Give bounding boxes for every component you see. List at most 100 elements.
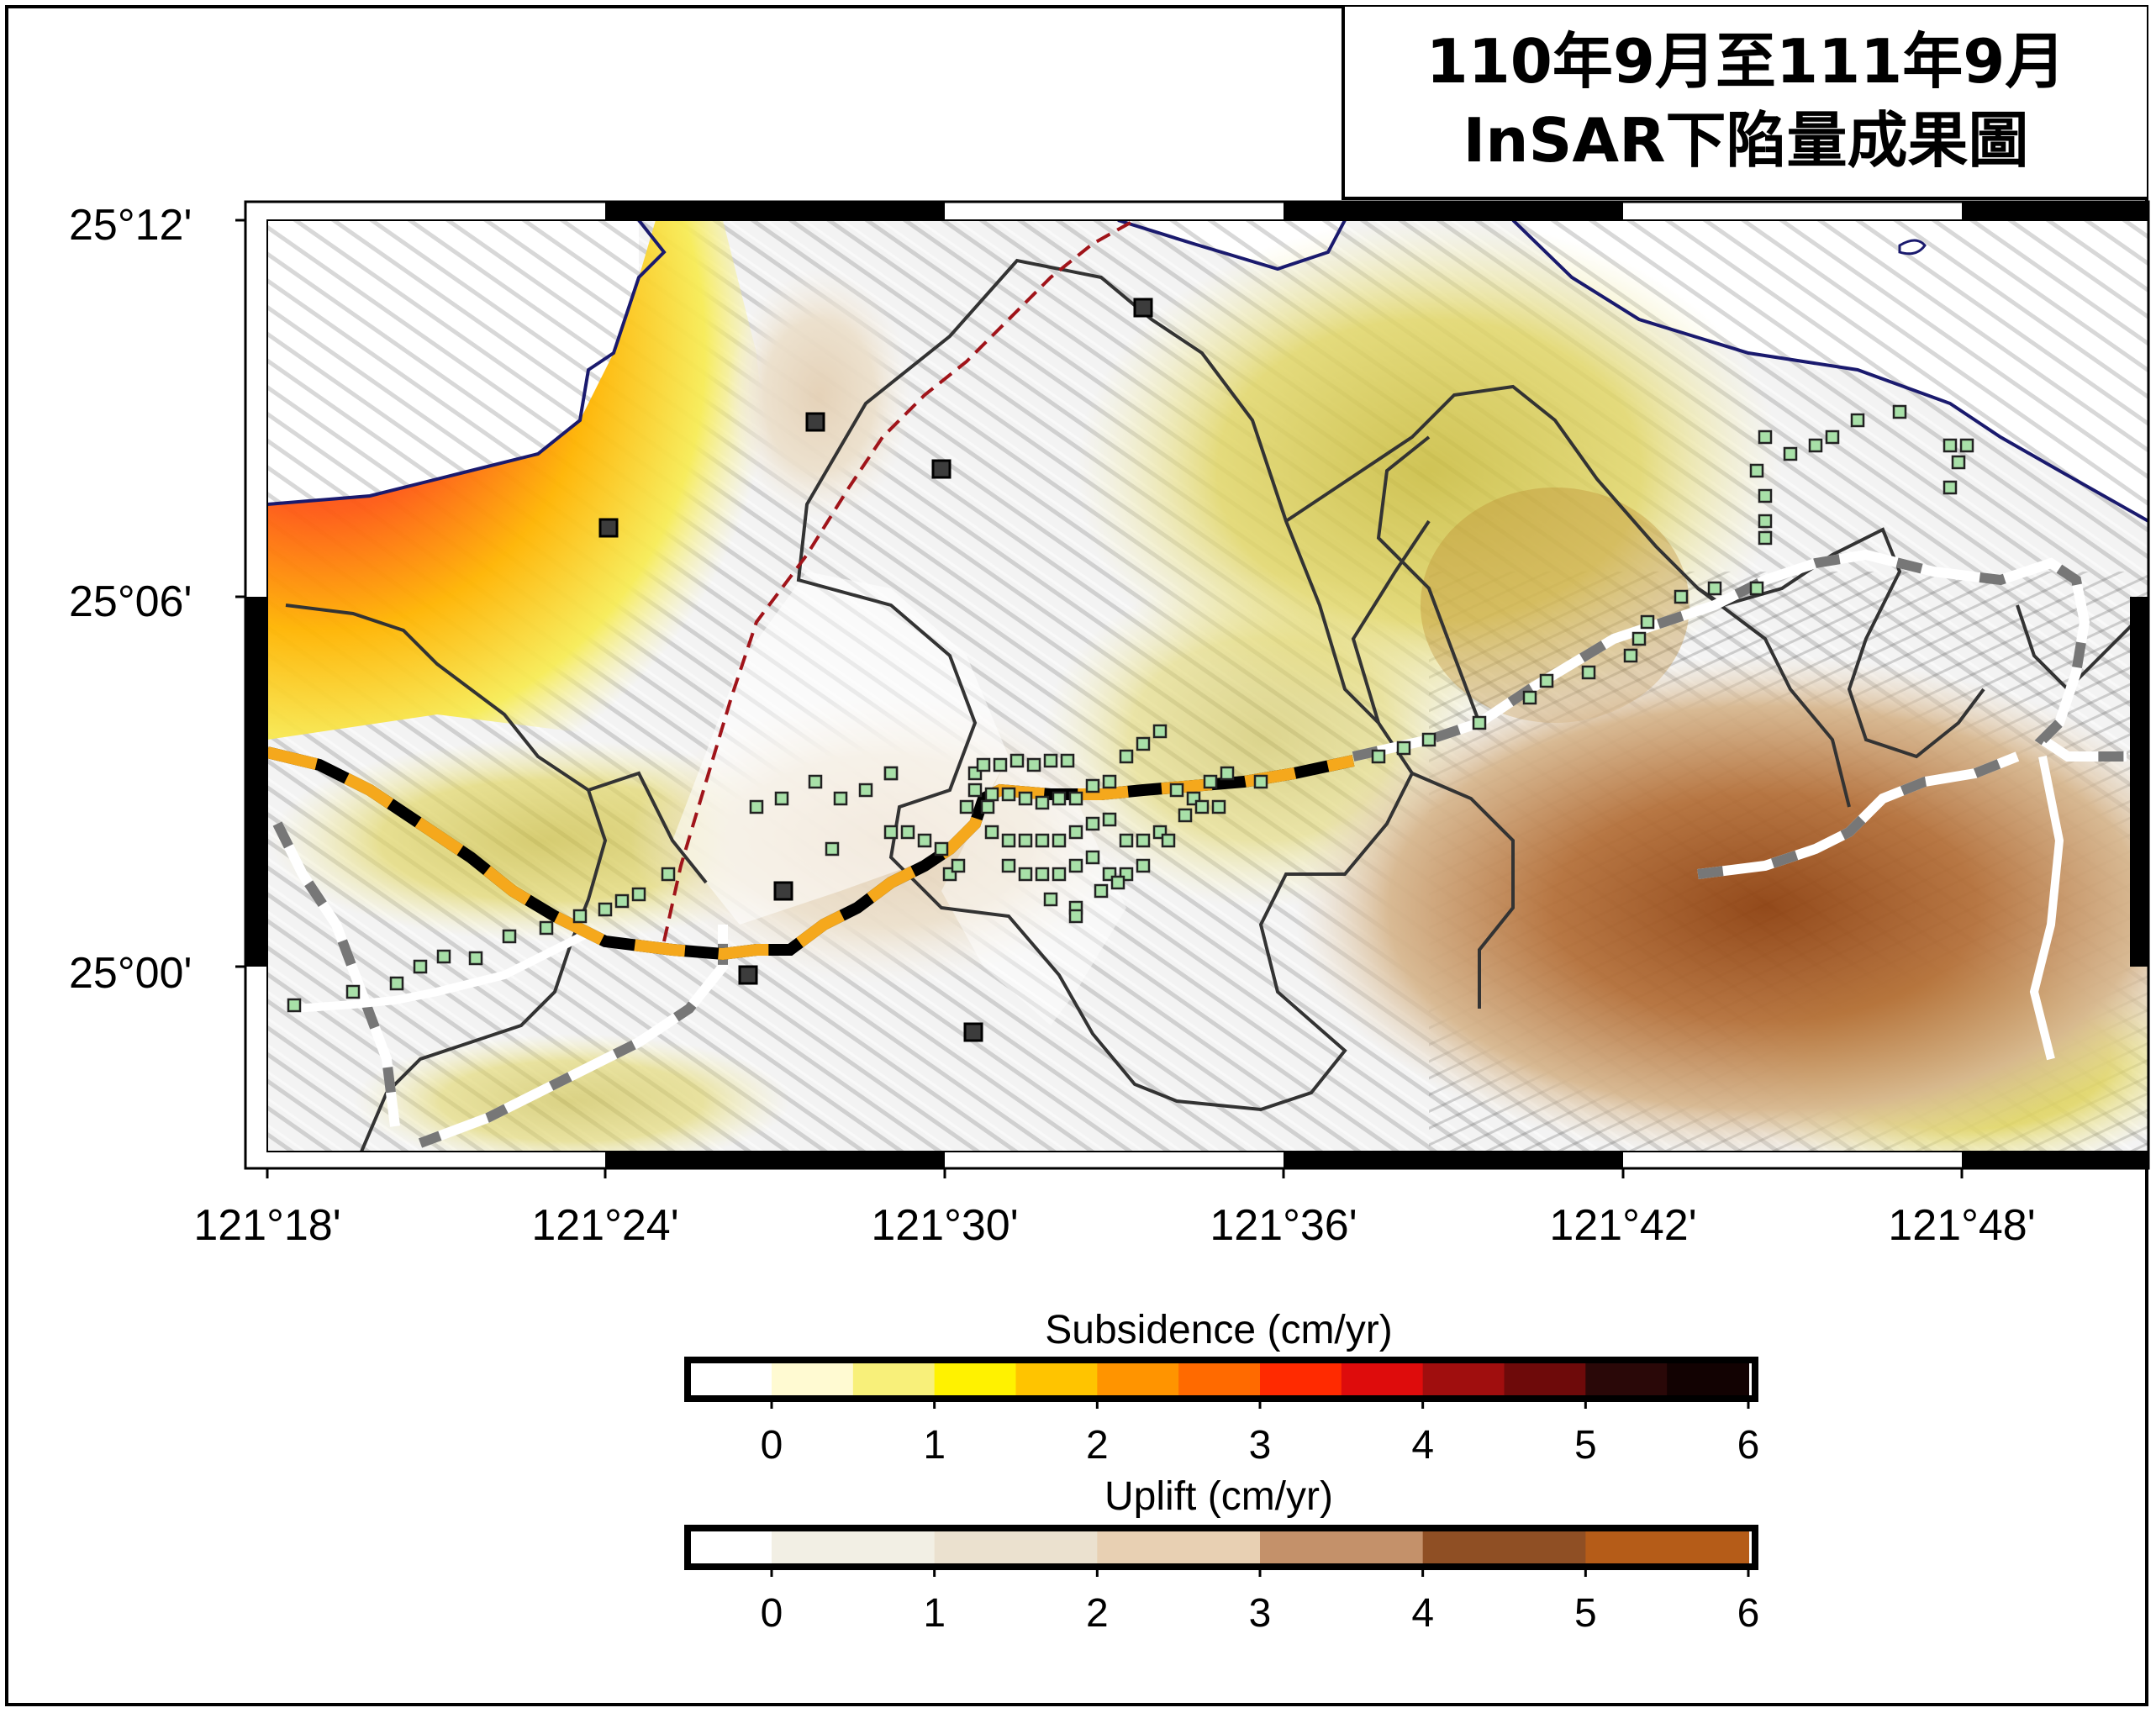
gps-station-marker — [858, 783, 873, 798]
gps-station-marker — [833, 791, 848, 806]
rail-line — [267, 746, 1355, 961]
gps-station-marker — [1035, 867, 1050, 882]
gps-station-marker — [1253, 774, 1268, 789]
admin-boundaries — [285, 258, 2137, 1152]
map-title-line1: 110年9月至111年9月 — [1426, 26, 2066, 97]
gps-station-marker — [1068, 909, 1083, 924]
gps-station-marker — [572, 909, 588, 924]
gps-station-marker — [1001, 787, 1016, 802]
subsidence-legend-title: Subsidence (cm/yr) — [1045, 1308, 1392, 1352]
gps-station-marker — [917, 833, 932, 848]
subsidence-tick-label: 3 — [1249, 1423, 1272, 1468]
gps-station-marker — [436, 949, 451, 964]
gps-station-marker — [1943, 438, 1958, 453]
gps-station-marker — [1396, 741, 1411, 756]
gps-station-marker — [1371, 749, 1386, 764]
lat-label-1: 25°12' — [69, 201, 192, 250]
fault-line — [662, 220, 1136, 942]
gps-station-marker — [345, 984, 361, 999]
uplift-colorbar-frame — [684, 1525, 1758, 1570]
uplift-colorbar — [688, 1528, 1749, 1567]
gps-station-marker — [976, 757, 991, 772]
gps-station-marker — [413, 959, 428, 974]
gps-station-marker — [598, 902, 613, 917]
uplift-swatch — [772, 1528, 936, 1567]
gps-station-marker — [1094, 883, 1109, 899]
uplift-tick-label: 6 — [1737, 1591, 1760, 1636]
gps-station-marker — [468, 951, 483, 966]
subsidence-swatch — [772, 1360, 854, 1399]
uplift-tick-label: 2 — [1086, 1591, 1109, 1636]
gps-station-marker — [1758, 530, 1773, 546]
gps-station-marker — [1102, 812, 1117, 827]
gps-station-marker — [661, 867, 676, 882]
uplift-zone-volcano — [727, 269, 912, 521]
gps-station-marker — [1178, 808, 1193, 823]
gps-station-marker — [883, 825, 899, 840]
gps-station-marker — [1707, 581, 1722, 596]
uplift-legend-title: Uplift (cm/yr) — [1104, 1474, 1333, 1519]
gps-station-marker — [1194, 799, 1210, 814]
gps-station-marker — [1152, 724, 1168, 739]
gps-station-marker — [1749, 463, 1764, 478]
subsidence-zone-nw — [267, 220, 773, 740]
gps-station-marker — [1892, 404, 1907, 419]
gps-station-marker — [1068, 825, 1083, 840]
uplift-tick-label: 3 — [1249, 1591, 1272, 1636]
lon-label-4: 121°36' — [1210, 1201, 1357, 1250]
gps-station-marker — [959, 799, 974, 814]
gps-station-marker — [1102, 774, 1117, 789]
lon-label-6: 121°48' — [1888, 1201, 2035, 1250]
coastline-east — [1511, 220, 2148, 523]
gps-station-marker — [1119, 749, 1134, 764]
gps-station-marker — [1043, 892, 1058, 907]
subsidence-swatch — [1667, 1360, 1749, 1399]
subsidence-swatch — [688, 1360, 772, 1399]
gps-station-marker — [287, 998, 302, 1013]
gps-station-marker — [539, 920, 554, 936]
gps-station-marker — [1825, 430, 1840, 445]
uplift-swatch — [1422, 1528, 1587, 1567]
uplift-tick-label: 4 — [1411, 1591, 1434, 1636]
gps-station-marker — [1220, 766, 1235, 781]
gps-station-marker — [1136, 833, 1151, 848]
gps-station-marker — [774, 791, 789, 806]
gps-station-marker — [1001, 858, 1016, 873]
uplift-swatch — [1260, 1528, 1424, 1567]
gps-station-marker — [1539, 673, 1554, 688]
gps-station-marker — [1052, 833, 1067, 848]
subsidence-tick-label: 0 — [761, 1423, 783, 1468]
subsidence-tick-label: 6 — [1737, 1423, 1760, 1468]
gps-station-marker — [1085, 850, 1100, 865]
gps-station-marker — [1758, 488, 1773, 503]
subsidence-swatch — [1178, 1360, 1261, 1399]
gps-station-marker — [1631, 631, 1647, 646]
gps-station-marker — [808, 774, 823, 789]
islet — [1898, 239, 1927, 256]
gps-station-marker — [1052, 791, 1067, 806]
gps-station-marker — [614, 893, 630, 909]
gps-station-marker — [1035, 795, 1050, 810]
subsidence-colorbar — [688, 1360, 1749, 1399]
gps-station-marker — [1472, 715, 1487, 730]
subsidence-zone-sw — [353, 1034, 790, 1152]
gps-station-marker — [1758, 514, 1773, 529]
uplift-swatch — [934, 1528, 1099, 1567]
gps-station-marker — [1085, 816, 1100, 831]
map-title-line2: InSAR下陷量成果圖 — [1463, 105, 2029, 176]
gps-station-marker — [1136, 858, 1151, 873]
gps-station-marker — [951, 858, 966, 873]
gps-station-marker — [984, 825, 999, 840]
gps-station-marker — [1203, 774, 1218, 789]
basin-flat-2 — [941, 756, 1126, 1025]
lon-label-5: 121°42' — [1549, 1201, 1696, 1250]
lon-label-3: 121°30' — [871, 1201, 1018, 1250]
gps-station-marker — [1522, 690, 1537, 705]
subsidence-swatch — [1422, 1360, 1505, 1399]
gps-station-marker — [1018, 867, 1033, 882]
gps-station-marker — [1169, 783, 1184, 798]
gps-station-marker — [825, 841, 840, 856]
gps-station-marker — [1136, 736, 1151, 751]
gps-station-marker — [1001, 833, 1016, 848]
